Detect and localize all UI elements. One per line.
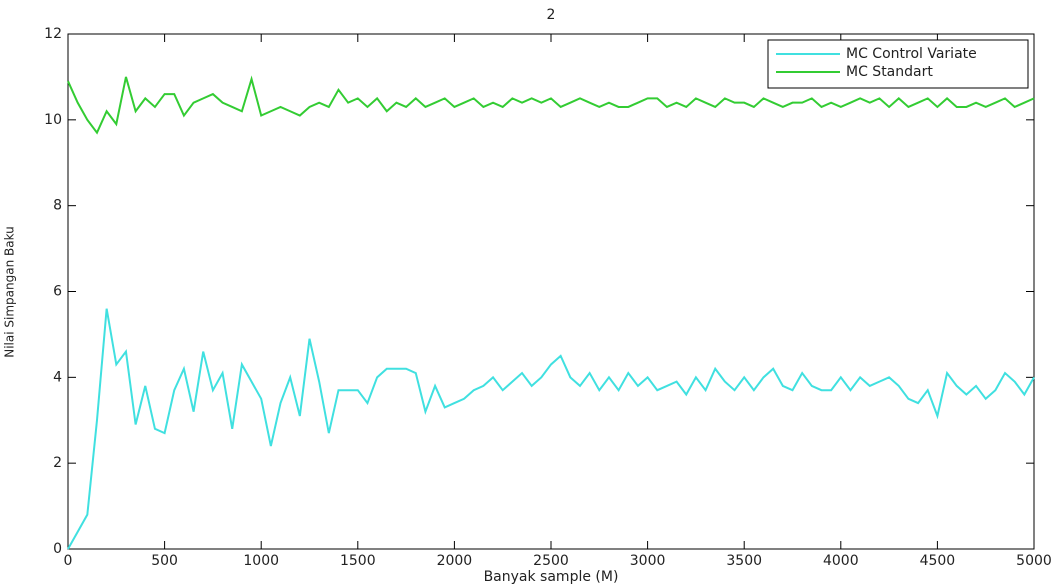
chart-title: 2 [547,7,556,23]
x-tick-label: 3500 [726,553,762,569]
y-tick-label: 0 [53,541,62,557]
x-tick-label: 2000 [437,553,473,569]
x-tick-label: 4500 [920,553,956,569]
series-line [68,309,1034,549]
legend-label: MC Standart [846,64,933,80]
x-tick-label: 3000 [630,553,666,569]
y-tick-label: 6 [53,284,62,300]
y-tick-label: 8 [53,198,62,214]
y-tick-label: 12 [44,26,62,42]
x-tick-label: 2500 [533,553,569,569]
y-axis-label: Nilai Simpangan Baku [3,226,17,358]
plot-frame [68,34,1034,549]
y-tick-label: 2 [53,455,62,471]
page: 2 Banyak sample (M) Nilai Simpangan Baku… [0,0,1057,586]
x-tick-label: 1500 [340,553,376,569]
y-tick-label: 4 [53,369,62,385]
x-tick-label: 5000 [1016,553,1052,569]
x-tick-label: 500 [151,553,178,569]
x-tick-label: 4000 [823,553,859,569]
chart: 2 Banyak sample (M) Nilai Simpangan Baku… [0,0,1057,586]
x-tick-label: 1000 [243,553,279,569]
y-tick-label: 10 [44,112,62,128]
x-axis-label: Banyak sample (M) [484,569,619,585]
x-tick-label: 0 [64,553,73,569]
legend-label: MC Control Variate [846,46,977,62]
